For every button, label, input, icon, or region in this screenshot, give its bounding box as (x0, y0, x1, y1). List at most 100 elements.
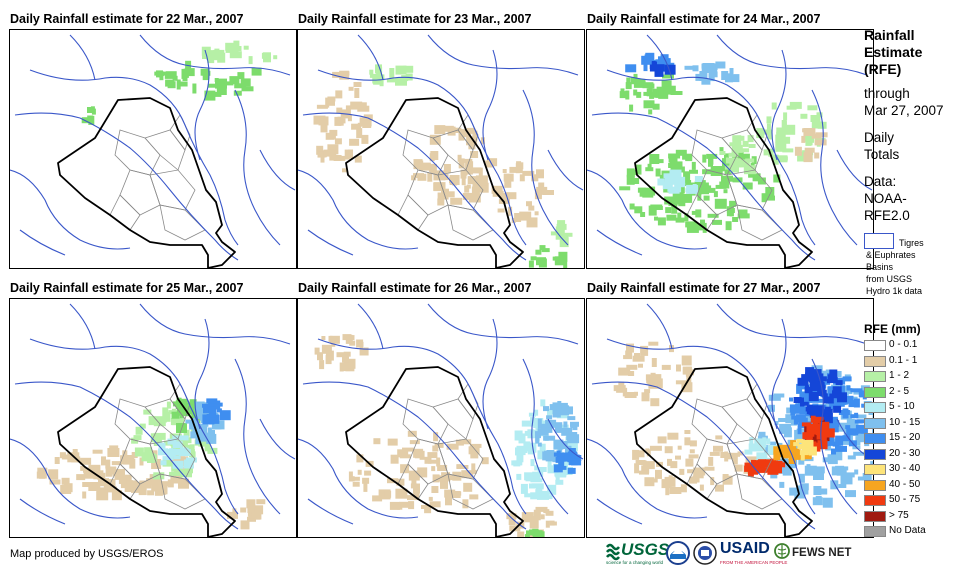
legend-swatch (864, 371, 886, 382)
rainfall-cell (462, 129, 471, 138)
rainfall-cell (339, 362, 344, 372)
rainfall-cell (462, 158, 473, 163)
rainfall-cell (209, 410, 217, 418)
river-line (427, 303, 579, 345)
rainfall-cell (134, 447, 144, 457)
rainfall-cell (694, 223, 706, 231)
rainfall-cell (649, 186, 656, 196)
rainfall-cell (619, 186, 631, 191)
rainfall-cell (684, 65, 695, 70)
rainfall-cell (233, 90, 242, 96)
rainfall-cell (389, 501, 400, 510)
rainfall-cell (491, 185, 503, 194)
rainfall-cell (706, 153, 718, 159)
rainfall-cell (317, 352, 323, 361)
rainfall-cell (722, 474, 729, 480)
rainfall-cell (534, 409, 539, 416)
rainfall-cell (845, 425, 851, 430)
rainfall-cell (724, 167, 732, 175)
panel-title-27: Daily Rainfall estimate for 27 Mar., 200… (587, 281, 821, 295)
rainfall-cell (96, 487, 108, 493)
rainfall-cell (356, 454, 364, 463)
rainfall-cell (446, 443, 459, 450)
rainfall-cell (648, 341, 659, 346)
rainfall-cell (341, 71, 350, 76)
river-line (194, 318, 210, 430)
rainfall-cell (713, 445, 723, 452)
rainfall-cell (643, 100, 655, 109)
rainfall-cell (779, 423, 792, 434)
rainfall-cell (854, 412, 859, 417)
rainfall-cell (722, 162, 727, 172)
rainfall-cell (534, 189, 542, 200)
rainfall-cell (157, 484, 168, 495)
rainfall-cell (397, 503, 403, 510)
rainfall-cell (357, 105, 370, 112)
rainfall-cell (837, 392, 847, 403)
rainfall-cell (669, 487, 682, 494)
rainfall-cell (803, 152, 813, 163)
rainfall-cell (206, 433, 217, 444)
rainfall-cell (840, 385, 846, 396)
legend-class-label: > 75 (889, 509, 909, 521)
rainfall-cell (802, 128, 811, 133)
rainfall-cell (247, 511, 252, 517)
rainfall-cell (437, 465, 448, 471)
rainfall-cell (725, 73, 733, 83)
country-boundary (345, 366, 524, 537)
rainfall-cell (528, 205, 535, 211)
rainfall-cell (677, 184, 685, 194)
river-line (596, 498, 643, 525)
rainfall-cell (202, 423, 208, 434)
rainfall-cell (471, 463, 476, 474)
rainfall-cell (497, 208, 505, 213)
rainfall-cell (336, 352, 347, 358)
rainfall-cell (822, 497, 833, 508)
map-panel-27 (586, 298, 874, 538)
rainfall-cell (729, 68, 734, 74)
rainfall-cell (756, 128, 765, 139)
rainfall-cell (842, 376, 852, 382)
rainfall-cell (530, 442, 537, 453)
rainfall-cell (219, 410, 231, 421)
rainfall-cell (139, 423, 146, 429)
rainfall-cell (362, 121, 372, 128)
rainfall-cell (827, 460, 838, 465)
river-line (234, 358, 281, 515)
rainfall-cell (418, 162, 431, 171)
rainfall-cell (804, 386, 813, 393)
rainfall-cell (670, 161, 683, 172)
rainfall-cell (805, 367, 815, 377)
river-line (522, 358, 569, 515)
rainfall-cell (39, 468, 46, 479)
rainfall-cell (323, 149, 334, 157)
rainfall-cell (668, 153, 681, 159)
rainfall-cell (664, 446, 673, 454)
rainfall-cell (157, 481, 168, 486)
rainfall-cell (691, 161, 696, 170)
rainfall-cell (537, 490, 549, 500)
rainfall-cell (557, 401, 562, 409)
rainfall-cell (837, 422, 850, 432)
rainfall-cell (162, 456, 174, 461)
rainfall-cell (722, 475, 733, 485)
rainfall-cell (273, 55, 278, 60)
rainfall-cell (633, 89, 638, 96)
rainfall-cell (666, 214, 677, 221)
rainfall-cell (82, 491, 87, 499)
legend-swatch (864, 510, 886, 522)
legend-class-label: 0.1 - 1 (889, 354, 918, 366)
rainfall-cell (797, 384, 809, 390)
river-line (646, 34, 673, 81)
rainfall-cell (417, 467, 428, 478)
rainfall-cell (805, 406, 814, 412)
rainfall-cell (788, 449, 801, 460)
rainfall-cell (123, 455, 135, 464)
rainfall-cell (715, 435, 723, 440)
rainfall-cell (779, 481, 785, 488)
rainfall-cell (651, 374, 662, 383)
rainfall-cell (742, 140, 749, 147)
rainfall-cell (644, 389, 651, 394)
rainfall-cell (665, 207, 672, 214)
rainfall-cell (98, 478, 109, 487)
